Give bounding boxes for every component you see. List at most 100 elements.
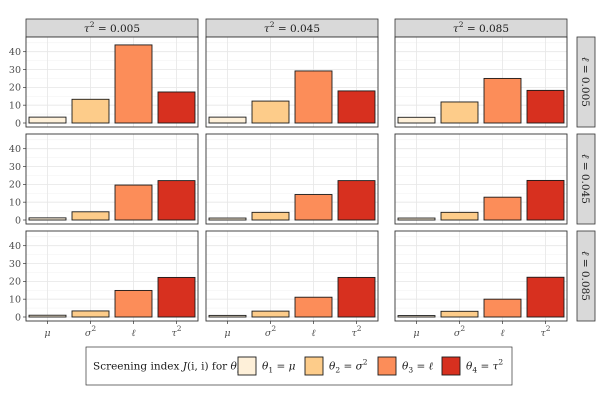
column-strip-1: τ2 = 0.005 (25, 18, 199, 38)
panel-r1-c2 (205, 36, 379, 128)
bar-ℓ (483, 196, 522, 221)
panel-border (25, 36, 199, 128)
y-tick-label: 30 (9, 65, 21, 76)
bar-μ (208, 217, 247, 221)
legend-box (85, 346, 513, 386)
panel-border (205, 230, 379, 322)
bar-μ (397, 217, 436, 221)
row-strip-label: ℓ = 0.045 (579, 154, 591, 204)
x-tick-label: ℓ (132, 328, 136, 339)
legend-entry-2: θ2 = σ2 (304, 356, 368, 376)
y-tick-label: 40 (9, 47, 21, 58)
bar-σ² (71, 211, 110, 221)
x-tick-label: σ2 (265, 324, 277, 339)
legend-entry-3: θ3 = ℓ (377, 356, 434, 376)
bar-τ² (526, 89, 565, 124)
panel-r2-c3 (394, 133, 568, 225)
y-tick-label: 40 (9, 144, 21, 155)
panel-border (25, 133, 199, 225)
y-tick-label: 20 (9, 180, 21, 191)
row-strip-background (576, 133, 596, 225)
y-tick-label: 30 (9, 259, 21, 270)
y-tick-label: 10 (9, 197, 21, 208)
legend-label: θ1 = μ (262, 361, 296, 375)
row-strip-2: ℓ = 0.045 (576, 133, 596, 225)
x-tick-label: τ2 (540, 324, 550, 339)
x-tick-label: μ (413, 328, 419, 339)
y-tick-label: 40 (9, 241, 21, 252)
panel-r2-c2 (205, 133, 379, 225)
legend-key (237, 356, 257, 376)
row-strip-1: ℓ = 0.005 (576, 36, 596, 128)
column-strip-3: τ2 = 0.085 (394, 18, 568, 38)
legend-label: θ3 = ℓ (402, 361, 434, 375)
row-strip-label: ℓ = 0.005 (579, 57, 591, 107)
x-tick-label: μ (224, 328, 230, 339)
row-strip-3: ℓ = 0.085 (576, 230, 596, 322)
bar-τ² (337, 276, 376, 318)
bar-σ² (71, 310, 110, 318)
bar-τ² (157, 180, 196, 221)
y-tick-label: 10 (9, 294, 21, 305)
legend-label: θ2 = σ2 (329, 358, 368, 375)
column-strip-label: τ2 = 0.085 (453, 20, 509, 35)
panel-border (205, 133, 379, 225)
bar-μ (397, 116, 436, 124)
panel-border (394, 36, 568, 128)
panel-border (394, 230, 568, 322)
y-tick-label: 20 (9, 277, 21, 288)
bar-τ² (337, 90, 376, 124)
bar-ℓ (114, 289, 153, 318)
legend-key (304, 356, 324, 376)
x-tick-label: τ2 (351, 324, 361, 339)
bar-τ² (337, 180, 376, 221)
panel-border (394, 133, 568, 225)
legend: Screening index J(i, i) for θi: θ1 = μ θ2 … (85, 346, 513, 386)
facet-panels: τ2 = 0.005 τ2 = 0.045 τ2 = 0.085 ℓ = 0.005 ℓ… (9, 18, 596, 339)
panel-r3-c3: μ σ2 ℓ τ2 (394, 230, 568, 339)
panel-border (205, 36, 379, 128)
panel-r2-c1: 0 10 20 30 40 (9, 133, 199, 226)
bar-σ² (251, 100, 290, 124)
bar-μ (28, 314, 67, 318)
bar-τ² (157, 276, 196, 318)
column-strip-label: τ2 = 0.005 (84, 20, 140, 35)
y-tick-label: 30 (9, 162, 21, 173)
legend-entry-1: θ1 = μ (237, 356, 296, 376)
x-tick-label: τ2 (171, 324, 181, 339)
bar-μ (208, 314, 247, 318)
bar-σ² (440, 101, 479, 124)
panel-r1-c1: 0 10 20 30 40 (9, 36, 199, 129)
x-tick-label: μ (44, 328, 50, 339)
bar-τ² (526, 179, 565, 221)
row-strip-background (576, 230, 596, 322)
panel-r1-c3 (394, 36, 568, 128)
bar-ℓ (294, 296, 333, 318)
legend-key (441, 356, 461, 376)
legend-key (377, 356, 397, 376)
bar-ℓ (294, 194, 333, 221)
panel-r3-c2: μ σ2 ℓ τ2 (205, 230, 379, 339)
bar-μ (28, 116, 67, 124)
x-tick-label: σ2 (85, 324, 97, 339)
bar-ℓ (483, 298, 522, 318)
bar-σ² (251, 211, 290, 221)
column-strip-2: τ2 = 0.045 (205, 18, 379, 38)
x-tick-label: ℓ (312, 328, 316, 339)
legend-entry-4: θ4 = τ2 (441, 356, 503, 376)
y-tick-label: 20 (9, 83, 21, 94)
y-tick-label: 0 (15, 215, 21, 226)
panel-border (25, 230, 199, 322)
y-tick-label: 0 (15, 118, 21, 129)
bar-σ² (251, 310, 290, 318)
bar-μ (208, 116, 247, 124)
bar-σ² (71, 98, 110, 124)
x-tick-label: σ2 (454, 324, 466, 339)
bar-τ² (157, 91, 196, 124)
bar-ℓ (114, 44, 153, 124)
row-strip-label: ℓ = 0.085 (579, 251, 591, 301)
x-tick-label: ℓ (501, 328, 505, 339)
legend-label: θ4 = τ2 (466, 358, 503, 375)
column-strip-label: τ2 = 0.045 (264, 20, 320, 35)
